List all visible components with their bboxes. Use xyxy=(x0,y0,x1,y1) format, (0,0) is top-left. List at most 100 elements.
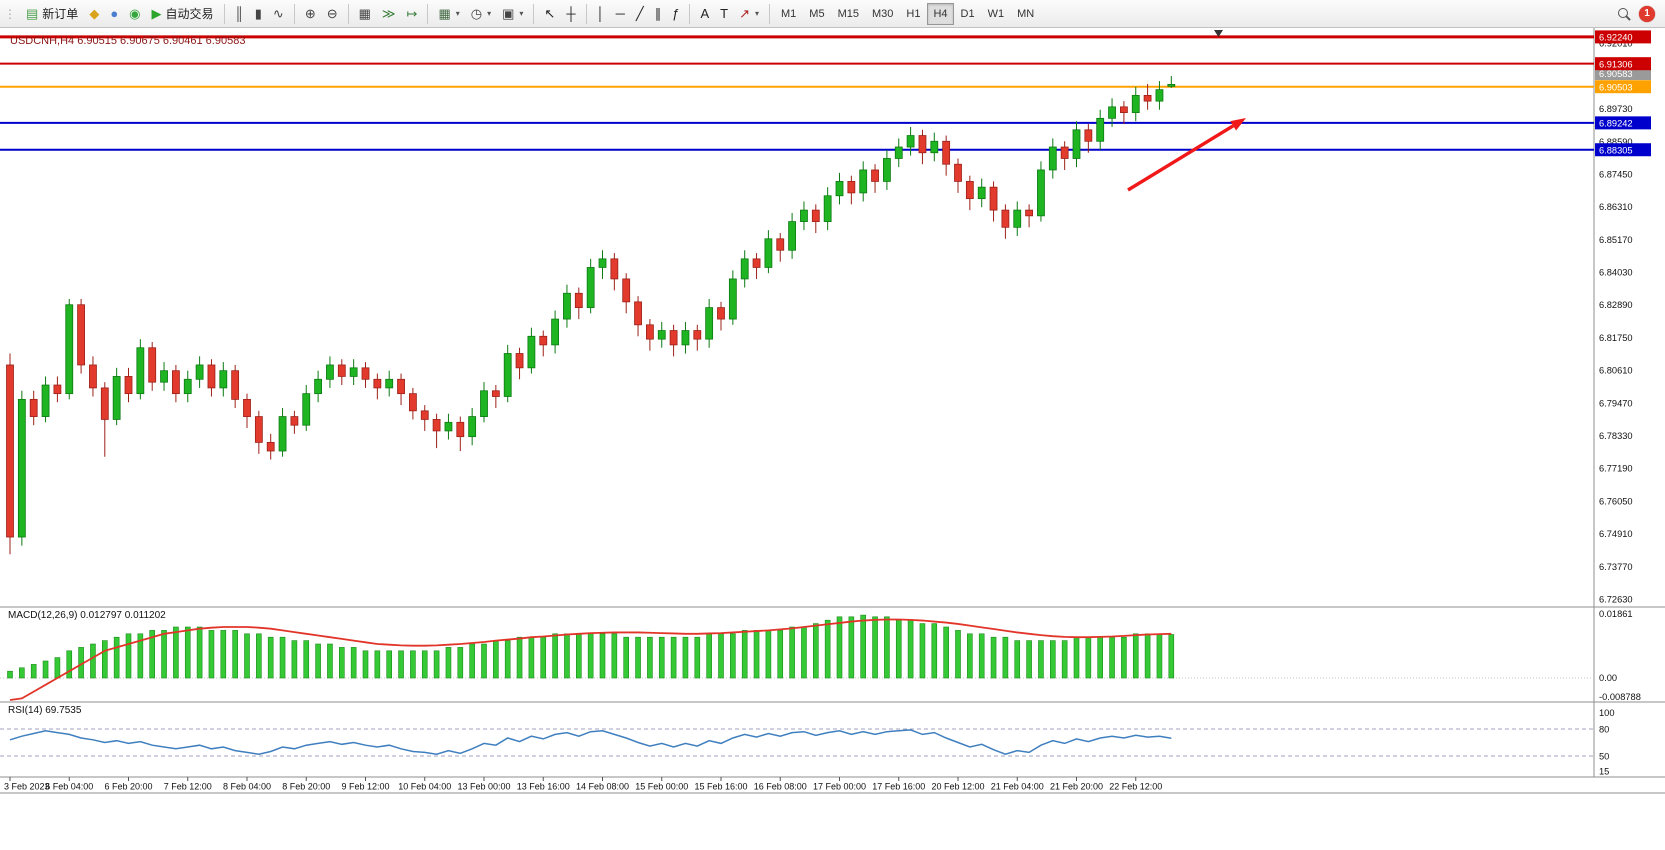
bar-chart-icon[interactable]: ║ xyxy=(230,2,249,26)
chart-shift-icon: ↦ xyxy=(406,6,418,21)
vertical-line-icon: │ xyxy=(596,6,605,21)
macd-histogram-bar xyxy=(445,647,452,679)
gold-icon[interactable]: ◆ xyxy=(84,2,104,26)
arrows-dropdown[interactable]: ↗ ▾ xyxy=(734,2,764,26)
timeframe-button-H4[interactable]: H4 xyxy=(927,2,954,25)
candle-body xyxy=(1060,146,1069,159)
cursor-icon[interactable]: ↖ xyxy=(539,2,560,26)
symbol-ohlc-readout: USDCNH,H4 6.90515 6.90675 6.90461 6.9058… xyxy=(10,35,245,47)
price-tag xyxy=(1595,57,1651,71)
macd-histogram-bar xyxy=(220,630,227,679)
chevron-down-icon: ▾ xyxy=(455,9,460,18)
auto-trading-button: ▶ xyxy=(151,6,162,21)
macd-histogram-bar xyxy=(102,640,108,679)
candle-body xyxy=(100,387,109,420)
macd-histogram-bar xyxy=(256,633,262,679)
new-order-button[interactable]: ▤ 新订单 xyxy=(21,2,83,26)
candle-body xyxy=(610,258,619,280)
macd-histogram-bar xyxy=(801,626,807,679)
candle-body xyxy=(598,258,607,268)
signals-icon[interactable]: ◉ xyxy=(124,2,145,26)
trend-arrow[interactable] xyxy=(1127,118,1246,192)
line-chart-icon[interactable]: ∿ xyxy=(268,2,289,26)
price-axis[interactable]: 6.920106.908706.897306.885906.874506.863… xyxy=(1595,30,1651,604)
zoom-out-icon[interactable]: ⊖ xyxy=(322,2,343,26)
macd-histogram-bar xyxy=(1132,633,1139,679)
price-tag xyxy=(1595,30,1651,44)
time-tick-label: 21 Feb 04:00 xyxy=(991,782,1044,792)
timeframe-button-M30[interactable]: M30 xyxy=(871,7,894,20)
timeframe-button-M5[interactable]: M5 xyxy=(809,7,825,20)
toolbar-group-zoom: ⊕ ⊖ xyxy=(298,2,345,26)
community-icon[interactable]: ● xyxy=(105,2,123,26)
chevron-down-icon: ▾ xyxy=(487,9,492,18)
toolbar-group-cursor-tools: ↖ ┼ xyxy=(537,2,582,26)
candle-body xyxy=(112,376,121,420)
search-icon[interactable] xyxy=(1617,7,1631,21)
macd-histogram-bar xyxy=(161,630,167,679)
cursor-icon: ↖ xyxy=(544,6,556,21)
trendline-icon[interactable]: ╱ xyxy=(631,2,649,26)
candle-body xyxy=(894,146,903,159)
price-tick-label: 6.80610 xyxy=(1599,366,1633,376)
macd-histogram-bar xyxy=(493,640,499,679)
vertical-line-icon[interactable]: │ xyxy=(592,2,610,26)
macd-histogram-bar xyxy=(777,630,784,679)
timeframe-button-H1[interactable]: H1 xyxy=(906,7,921,20)
candle-body xyxy=(302,393,311,426)
templates-dropdown[interactable]: ▣ ▾ xyxy=(497,2,528,26)
candle-body xyxy=(942,140,951,165)
tile-windows-icon[interactable]: ▦ xyxy=(354,2,376,26)
price-tag-label: 6.90583 xyxy=(1599,69,1633,79)
text-label-icon[interactable]: T xyxy=(715,2,733,26)
new-chart-dropdown[interactable]: ▦ ▾ xyxy=(433,2,464,26)
candle-body xyxy=(195,364,204,380)
toolbar-grip[interactable]: ⋮ xyxy=(4,6,16,21)
auto-scroll-icon[interactable]: ≫ xyxy=(377,2,401,26)
price-tick-label: 6.88590 xyxy=(1599,137,1633,147)
chart-shift-marker[interactable] xyxy=(1214,30,1223,37)
macd-histogram-bar xyxy=(741,630,748,679)
price-tick-label: 6.92010 xyxy=(1599,39,1633,49)
rsi-axis-label: 100 xyxy=(1599,708,1615,718)
macd-histogram-bar xyxy=(66,650,73,679)
crosshair-icon[interactable]: ┼ xyxy=(561,2,580,26)
periods-dropdown: ◷ xyxy=(470,6,483,21)
crosshair-icon: ┼ xyxy=(566,6,576,21)
fibonacci-icon[interactable]: ƒ xyxy=(667,2,684,26)
macd-histogram-bar xyxy=(1121,636,1127,679)
macd-histogram-bar xyxy=(421,650,428,679)
candle-body xyxy=(1155,89,1164,102)
candle-body xyxy=(243,398,251,417)
macd-histogram-bar xyxy=(1109,636,1115,679)
timeframe-button-M1[interactable]: M1 xyxy=(781,7,797,20)
auto-trading-button[interactable]: ▶ 自动交易 xyxy=(147,2,219,26)
horizontal-line-icon[interactable]: ─ xyxy=(611,2,630,26)
macd-histogram-bar xyxy=(528,636,535,679)
candle-body xyxy=(1131,94,1140,113)
timeframe-button-W1[interactable]: W1 xyxy=(987,7,1005,20)
timeframe-button-M15[interactable]: M15 xyxy=(837,7,859,20)
macd-histogram-bar xyxy=(836,616,843,679)
macd-histogram-bar xyxy=(552,633,558,679)
chevron-down-icon: ▾ xyxy=(754,9,759,18)
notification-badge[interactable]: 1 xyxy=(1639,5,1655,22)
timeframe-button-D1[interactable]: D1 xyxy=(960,7,975,20)
candle-body xyxy=(385,378,394,389)
macd-axis-label: 0.00 xyxy=(1599,673,1617,683)
candle-body xyxy=(1072,129,1081,159)
timeframe-button-MN[interactable]: MN xyxy=(1017,7,1035,20)
candle-body xyxy=(219,370,228,389)
macd-histogram-bar xyxy=(895,619,902,679)
zoom-in-icon[interactable]: ⊕ xyxy=(300,2,321,26)
text-icon[interactable]: A xyxy=(695,2,714,26)
candle-body xyxy=(1120,106,1128,113)
candle-body xyxy=(1108,106,1116,119)
macd-histogram-bar xyxy=(481,643,487,679)
candle-body xyxy=(646,324,654,340)
periods-dropdown[interactable]: ◷ ▾ xyxy=(466,2,496,26)
channel-icon[interactable]: ∥ xyxy=(650,2,667,26)
chart-shift-icon[interactable]: ↦ xyxy=(402,2,423,26)
candlestick-chart-icon[interactable]: ▮ xyxy=(250,2,267,26)
